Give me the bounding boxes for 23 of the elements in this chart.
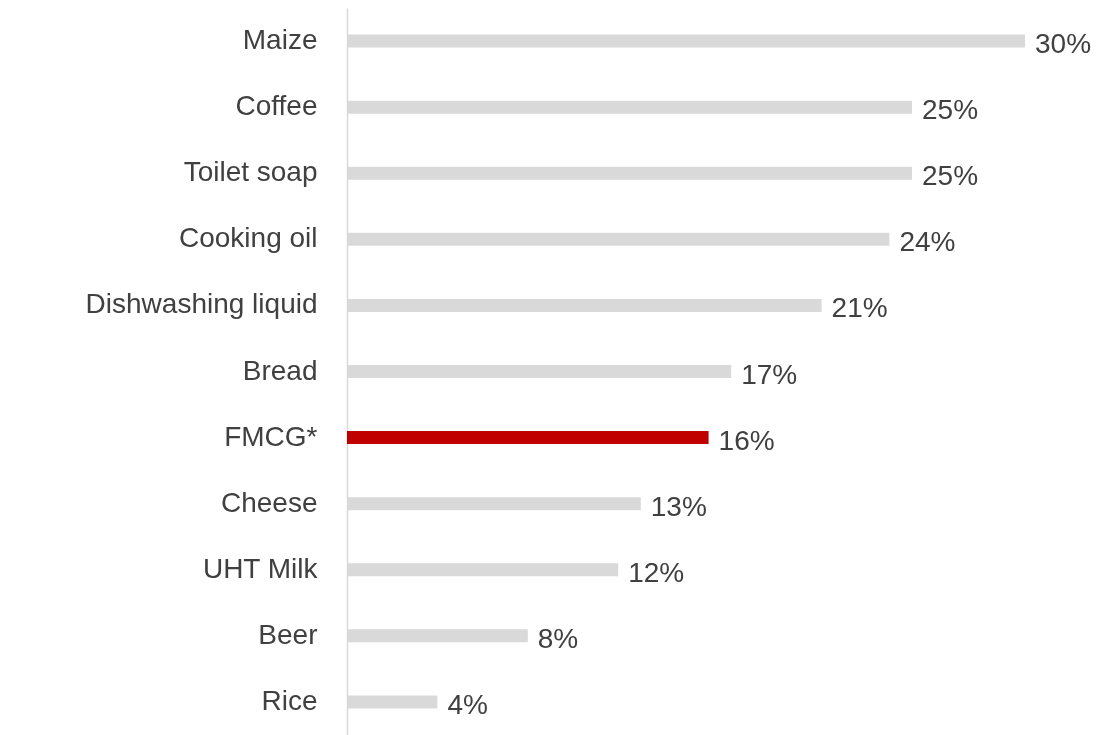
data-label: 4% (447, 688, 488, 720)
data-label: 12% (628, 556, 685, 588)
data-label: 17% (741, 358, 798, 390)
data-label: 16% (718, 424, 775, 456)
y-tick-label: Rice (261, 684, 318, 716)
y-tick-label: Maize (242, 24, 318, 56)
data-label: 8% (537, 622, 579, 654)
y-tick-label: Cooking oil (178, 222, 318, 254)
y-tick-label: Coffee (235, 90, 318, 122)
y-tick-label: Toilet soap (183, 156, 318, 188)
data-label: 24% (899, 226, 956, 258)
data-label: 25% (922, 94, 979, 126)
data-label: 30% (1035, 28, 1092, 60)
data-label: 25% (922, 160, 979, 192)
y-tick-label: UHT Milk (202, 552, 319, 584)
y-tick-label: Bread (242, 354, 318, 386)
y-tick-label: Dishwashing liquid (85, 288, 318, 320)
y-tick-label: Cheese (220, 486, 318, 518)
y-tick-label: FMCG* (224, 420, 318, 452)
data-label: 21% (831, 292, 888, 324)
data-label: 13% (650, 490, 707, 522)
bar (347, 431, 709, 445)
y-tick-label: Beer (258, 618, 318, 650)
